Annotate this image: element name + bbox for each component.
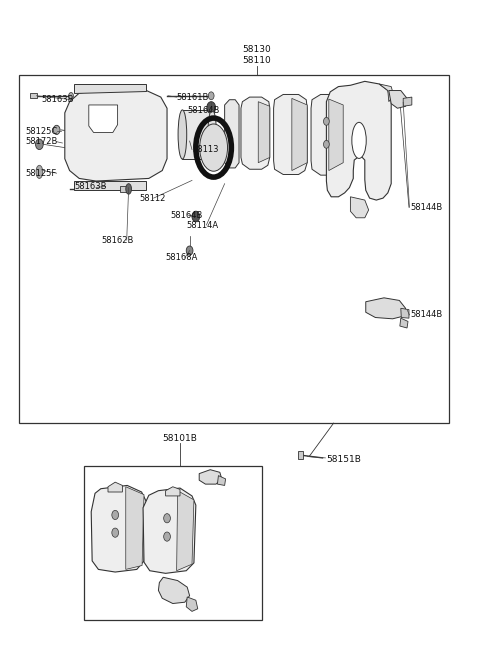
Circle shape [164, 514, 170, 523]
Polygon shape [199, 470, 222, 484]
Polygon shape [91, 485, 146, 572]
Polygon shape [30, 93, 37, 98]
Text: 58172B: 58172B [25, 137, 57, 146]
Polygon shape [182, 110, 212, 159]
Ellipse shape [192, 211, 200, 222]
Polygon shape [401, 308, 409, 318]
Polygon shape [126, 487, 144, 569]
Polygon shape [379, 84, 394, 102]
Polygon shape [403, 97, 412, 106]
Polygon shape [166, 487, 180, 496]
Text: 58125F: 58125F [25, 169, 56, 178]
Ellipse shape [207, 102, 216, 113]
Text: 58144B: 58144B [410, 203, 443, 212]
Bar [19, 75, 449, 423]
Polygon shape [350, 197, 369, 218]
Text: 58164B: 58164B [187, 106, 219, 115]
Polygon shape [177, 491, 194, 571]
Circle shape [112, 510, 119, 520]
Text: 58130: 58130 [242, 45, 271, 54]
Polygon shape [89, 105, 118, 133]
Text: 58113: 58113 [192, 145, 218, 154]
Text: 58110: 58110 [242, 56, 271, 65]
Circle shape [53, 125, 60, 134]
Polygon shape [366, 298, 406, 319]
Polygon shape [298, 451, 303, 459]
Polygon shape [292, 98, 307, 171]
Text: 58101B: 58101B [163, 434, 197, 443]
Text: 58144B: 58144B [410, 310, 443, 319]
Polygon shape [186, 597, 198, 611]
Circle shape [208, 92, 214, 100]
Ellipse shape [208, 110, 216, 159]
Text: 58112: 58112 [139, 194, 166, 203]
Polygon shape [108, 482, 122, 492]
Text: 58162B: 58162B [102, 236, 134, 245]
Circle shape [164, 532, 170, 541]
Polygon shape [74, 181, 146, 190]
Polygon shape [258, 102, 270, 163]
Ellipse shape [126, 184, 132, 194]
Text: 58163B: 58163B [74, 182, 107, 191]
Polygon shape [274, 94, 307, 174]
Text: 58125C: 58125C [25, 127, 57, 136]
Circle shape [112, 528, 119, 537]
Polygon shape [74, 84, 146, 93]
Circle shape [36, 139, 43, 150]
Circle shape [186, 246, 193, 255]
Ellipse shape [36, 165, 43, 178]
Polygon shape [389, 91, 407, 108]
Polygon shape [65, 91, 167, 181]
Text: 58168A: 58168A [166, 253, 198, 262]
Polygon shape [400, 318, 408, 328]
Polygon shape [225, 100, 239, 168]
Ellipse shape [200, 124, 228, 171]
Circle shape [324, 140, 329, 148]
Polygon shape [326, 81, 391, 200]
Ellipse shape [352, 122, 366, 159]
Circle shape [324, 117, 329, 125]
Text: 58164B: 58164B [170, 211, 203, 220]
Polygon shape [120, 186, 127, 192]
Text: 58161B: 58161B [177, 92, 209, 102]
Ellipse shape [178, 110, 187, 159]
Polygon shape [311, 94, 343, 175]
Polygon shape [241, 97, 270, 169]
Text: 58151B: 58151B [326, 455, 361, 464]
Text: 58163B: 58163B [42, 95, 74, 104]
Polygon shape [329, 99, 343, 171]
Text: 58114A: 58114A [186, 220, 218, 230]
Circle shape [69, 92, 73, 99]
Polygon shape [217, 476, 226, 485]
Polygon shape [158, 577, 190, 604]
Polygon shape [143, 488, 196, 573]
Bar [84, 466, 262, 620]
